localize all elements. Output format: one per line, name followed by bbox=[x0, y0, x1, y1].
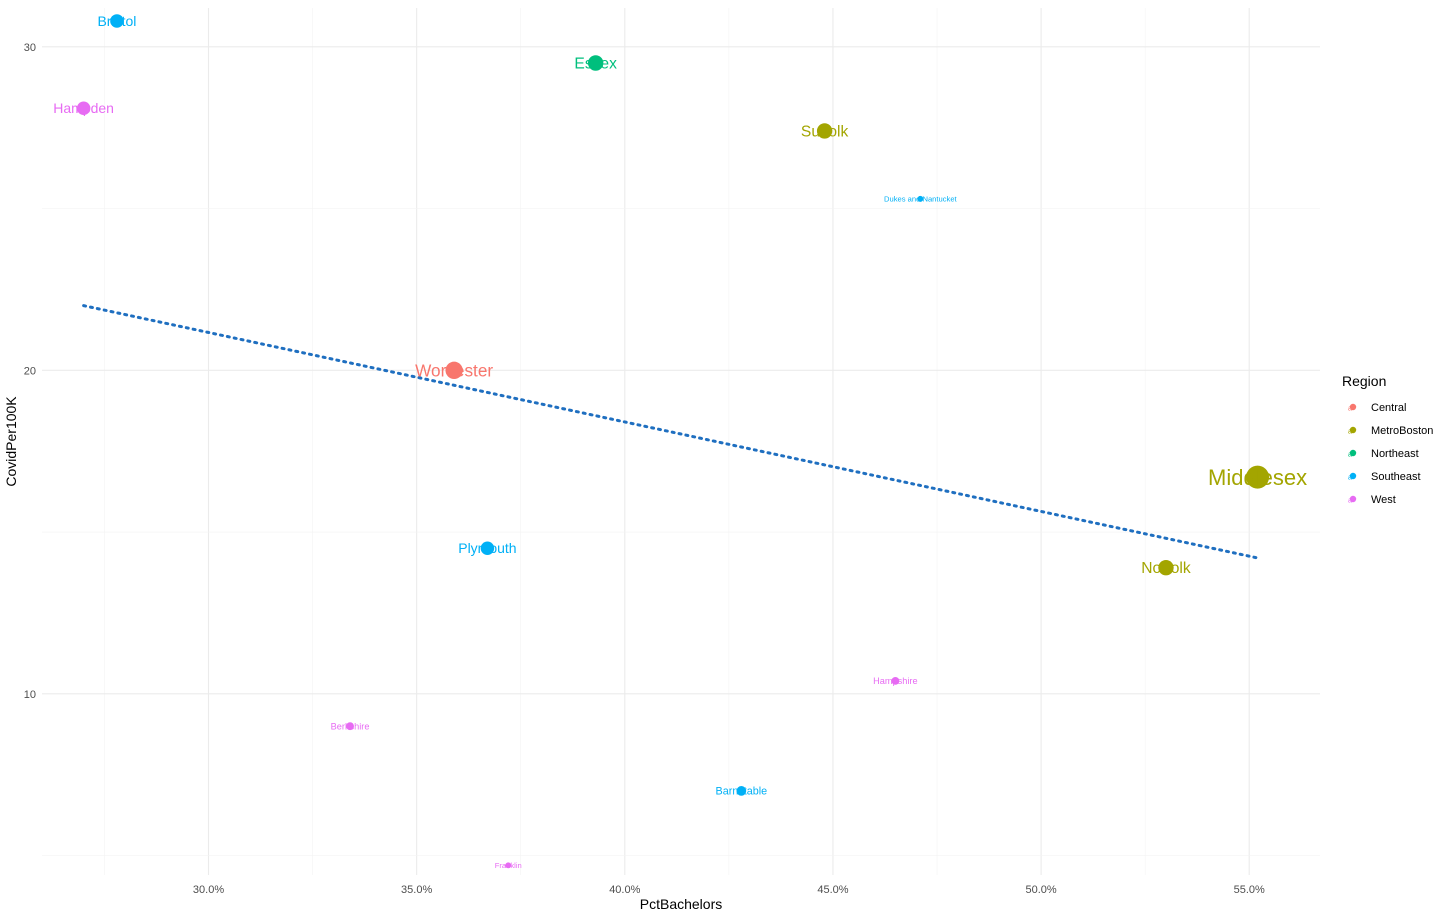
legend-key-northeast bbox=[1349, 449, 1357, 457]
legend-key-glyph: a bbox=[1348, 452, 1352, 459]
legend-key-southeast bbox=[1349, 472, 1357, 480]
point-franklin bbox=[505, 862, 512, 869]
point-label-bristol: Bristol bbox=[97, 13, 136, 29]
legend-label-northeast: Northeast bbox=[1371, 448, 1419, 460]
legend-key-glyph: a bbox=[1348, 406, 1352, 413]
legend-label-metroboston: MetroBoston bbox=[1371, 425, 1433, 437]
legend-key-glyph: a bbox=[1348, 498, 1352, 505]
legend-label-west: West bbox=[1371, 494, 1396, 506]
x-tick-label: 45.0% bbox=[817, 884, 848, 896]
point-label-barnstable: Barnstable bbox=[716, 786, 768, 798]
point-label-middlesex: Middlesex bbox=[1208, 465, 1307, 490]
y-tick-label: 20 bbox=[24, 365, 36, 377]
point-label-hampden: Hampden bbox=[53, 100, 114, 116]
legend-key-central bbox=[1349, 403, 1357, 411]
y-tick-label: 10 bbox=[24, 689, 36, 701]
point-label-berkshire: Berkshire bbox=[331, 721, 370, 731]
point-hampden bbox=[76, 101, 91, 116]
point-berkshire bbox=[346, 722, 354, 731]
point-hampshire bbox=[891, 676, 900, 685]
legend-key-west bbox=[1349, 495, 1357, 503]
point-suffolk bbox=[816, 123, 833, 139]
trend-line bbox=[82, 304, 1260, 560]
point-bristol bbox=[110, 14, 124, 28]
point-label-norfolk: Norfolk bbox=[1141, 560, 1191, 577]
legend-items: a Central a MetroBoston a Northeast a Southeast… bbox=[1348, 402, 1433, 506]
x-tick-label: 35.0% bbox=[401, 884, 432, 896]
legend-label-southeast: Southeast bbox=[1371, 471, 1421, 483]
x-tick-label: 40.0% bbox=[609, 884, 640, 896]
y-tick-label: 30 bbox=[24, 42, 36, 54]
legend-label-central: Central bbox=[1371, 402, 1406, 414]
trend-line-group bbox=[82, 304, 1260, 560]
legend-key-glyph: a bbox=[1348, 475, 1352, 482]
legend-key-glyph: a bbox=[1348, 429, 1352, 436]
legend: Region a Central a MetroBoston a Northeast a So… bbox=[1342, 373, 1433, 506]
x-tick-label: 30.0% bbox=[193, 884, 224, 896]
point-label-franklin: Franklin bbox=[495, 861, 522, 870]
point-label-plymouth: Plymouth bbox=[458, 540, 516, 556]
x-tick-label: 50.0% bbox=[1025, 884, 1056, 896]
point-label-worcester: Worcester bbox=[415, 360, 493, 380]
points-group: Bristol Essex Hampden Suffolk Dukes and Nant… bbox=[53, 13, 1307, 870]
point-label-hampshire: Hampshire bbox=[873, 676, 917, 686]
point-norfolk bbox=[1158, 559, 1174, 576]
legend-key-metroboston bbox=[1349, 426, 1357, 434]
point-barnstable bbox=[736, 786, 747, 796]
point-dukes-and-nantucket bbox=[917, 195, 924, 202]
x-tick-label: 55.0% bbox=[1234, 884, 1265, 896]
point-plymouth bbox=[480, 541, 495, 556]
x-axis-title: PctBachelors bbox=[640, 896, 722, 911]
point-essex bbox=[587, 55, 604, 71]
point-label-dukes-and-nantucket: Dukes and Nantucket bbox=[884, 195, 957, 204]
y-axis-title: CovidPer100K bbox=[3, 396, 19, 487]
legend-title: Region bbox=[1342, 373, 1386, 389]
x-axis-ticks: 30.0% 35.0% 40.0% 45.0% 50.0% 55.0% bbox=[193, 884, 1265, 896]
point-label-essex: Essex bbox=[574, 55, 617, 72]
y-axis-ticks: 10 20 30 bbox=[24, 42, 36, 701]
grid bbox=[42, 8, 1320, 875]
point-label-suffolk: Suffolk bbox=[801, 123, 849, 140]
point-middlesex bbox=[1246, 465, 1270, 489]
point-worcester bbox=[445, 361, 463, 379]
